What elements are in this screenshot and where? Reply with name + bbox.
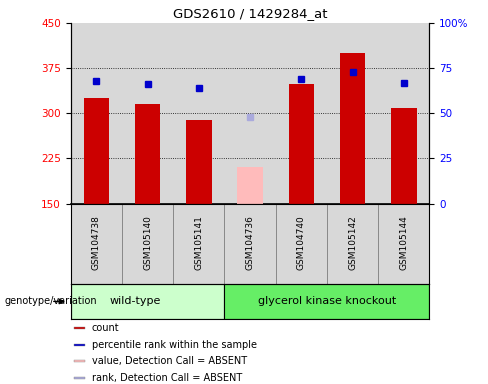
Text: GSM104736: GSM104736 [245,215,255,270]
Bar [74,327,85,329]
Text: wild-type: wild-type [109,296,161,306]
Title: GDS2610 / 1429284_at: GDS2610 / 1429284_at [173,7,327,20]
Bar [288,84,314,204]
Bar [74,360,85,362]
Bar [391,108,417,204]
Bar [83,98,109,204]
Text: GSM105140: GSM105140 [143,215,152,270]
Text: value, Detection Call = ABSENT: value, Detection Call = ABSENT [92,356,246,366]
Bar [186,121,212,204]
Text: count: count [92,323,119,333]
Text: genotype/variation: genotype/variation [5,296,98,306]
Bar [74,377,85,379]
Bar [237,167,263,204]
Bar [71,284,224,319]
Bar [224,284,429,319]
Bar [74,344,85,346]
Text: GSM104738: GSM104738 [92,215,101,270]
Bar [340,53,366,204]
Text: glycerol kinase knockout: glycerol kinase knockout [258,296,396,306]
Text: GSM105144: GSM105144 [399,215,408,270]
Bar [135,104,161,204]
Text: GSM105142: GSM105142 [348,215,357,270]
Text: GSM105141: GSM105141 [194,215,203,270]
Text: percentile rank within the sample: percentile rank within the sample [92,340,257,350]
Text: GSM104740: GSM104740 [297,215,306,270]
Text: rank, Detection Call = ABSENT: rank, Detection Call = ABSENT [92,372,242,383]
